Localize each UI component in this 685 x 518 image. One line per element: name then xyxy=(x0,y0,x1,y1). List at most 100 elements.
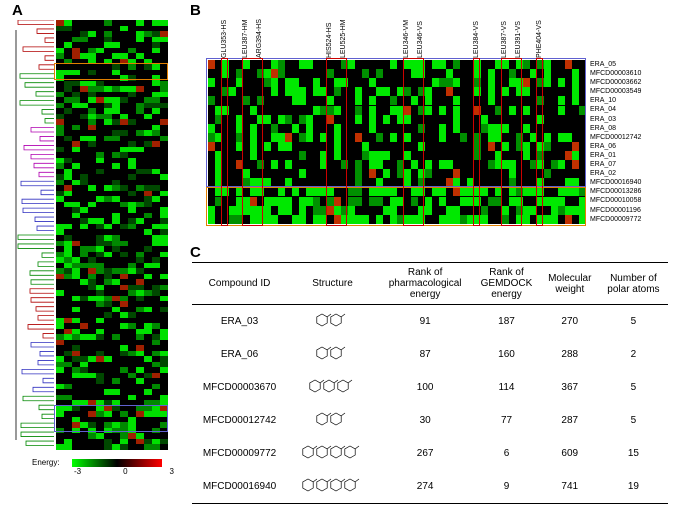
heat-cell xyxy=(112,196,120,202)
heat-cell xyxy=(80,334,88,340)
heat-cell xyxy=(120,274,128,280)
heat-cell xyxy=(120,367,128,373)
heatmap-b-wrap xyxy=(208,60,586,224)
heat-cell xyxy=(120,301,128,307)
heat-cell xyxy=(56,323,64,329)
heat-cell xyxy=(136,147,144,153)
heat-cell xyxy=(160,174,168,180)
heat-cell xyxy=(128,147,136,153)
panel-c-label: C xyxy=(190,244,201,261)
heat-cell xyxy=(136,130,144,136)
heat-cell xyxy=(72,213,80,219)
table-row: ERA_06871602882 xyxy=(192,338,668,371)
heat-cell xyxy=(128,351,136,357)
heat-cell xyxy=(128,119,136,125)
heat-cell xyxy=(152,263,160,269)
heat-cell xyxy=(136,108,144,114)
heat-cell xyxy=(120,185,128,191)
structure-glyph xyxy=(297,307,367,333)
heat-cell xyxy=(112,279,120,285)
heat-cell xyxy=(160,285,168,291)
cell-rank-gd: 187 xyxy=(472,305,540,339)
heat-cell xyxy=(72,81,80,87)
heat-cell xyxy=(104,312,112,318)
heat-cell xyxy=(56,229,64,235)
col-label: PHE404-VS xyxy=(536,20,543,58)
heat-cell xyxy=(112,42,120,48)
heat-cell xyxy=(128,163,136,169)
heat-cell xyxy=(72,53,80,59)
heat-cell xyxy=(136,169,144,175)
row-label: ERA_05 xyxy=(590,60,641,69)
heat-cell xyxy=(64,136,72,142)
cell-rank-gd: 114 xyxy=(472,371,540,404)
heat-cell xyxy=(144,274,152,280)
panel-a: Energy: -3 0 3 xyxy=(12,20,172,498)
heat-cell xyxy=(64,108,72,114)
heat-cell xyxy=(64,362,72,368)
heat-cell xyxy=(104,20,112,26)
cell-polar: 5 xyxy=(599,371,668,404)
heat-cell xyxy=(128,207,136,213)
cell-structure xyxy=(287,371,378,404)
panel-b-label: B xyxy=(190,2,201,19)
heat-cell xyxy=(160,191,168,197)
heat-cell xyxy=(96,268,104,274)
heat-cell xyxy=(160,252,168,258)
panel-c-table: Compound IDStructureRank ofpharmacologic… xyxy=(192,262,668,504)
heat-cell xyxy=(64,86,72,92)
cell-rank-gd: 77 xyxy=(472,404,540,437)
cell-mw: 741 xyxy=(541,470,599,504)
heat-cell xyxy=(56,241,64,247)
heat-cell xyxy=(160,241,168,247)
cell-rank-gd: 160 xyxy=(472,338,540,371)
col-label: HIS524-HS xyxy=(326,23,333,58)
heat-cell xyxy=(64,351,72,357)
structure-glyph xyxy=(297,406,367,432)
heat-cell xyxy=(56,103,64,109)
heat-cell xyxy=(128,92,136,98)
heat-cell xyxy=(64,158,72,164)
heat-cell xyxy=(56,92,64,98)
heat-cell xyxy=(152,224,160,230)
heat-cell xyxy=(56,53,64,59)
heat-cell xyxy=(72,37,80,43)
table-header: Compound ID xyxy=(192,263,287,305)
heat-cell xyxy=(72,103,80,109)
heat-cell xyxy=(120,97,128,103)
heat-cell xyxy=(80,207,88,213)
heat-cell xyxy=(72,318,80,324)
cell-structure xyxy=(287,404,378,437)
cell-polar: 5 xyxy=(599,305,668,339)
heat-cell xyxy=(136,367,144,373)
heat-cell xyxy=(72,180,80,186)
heat-cell xyxy=(128,174,136,180)
heat-cell xyxy=(136,439,144,445)
heat-cell xyxy=(88,125,96,131)
structure-glyph xyxy=(297,373,367,399)
cell-mw: 270 xyxy=(541,305,599,339)
table-row: MFCD000036701001143675 xyxy=(192,371,668,404)
col-labels: GLU353-HSLEU387-HMARG394-HSHIS524-HSLEU5… xyxy=(208,20,586,58)
row-label: MFCD00010058 xyxy=(590,196,641,205)
heat-cell xyxy=(152,108,160,114)
heat-cell xyxy=(56,196,64,202)
cell-id: MFCD00016940 xyxy=(192,470,287,504)
heat-cell xyxy=(80,53,88,59)
cluster-box-orange xyxy=(206,187,586,225)
heat-cell xyxy=(152,169,160,175)
heat-cell xyxy=(128,191,136,197)
heat-cell xyxy=(88,31,96,37)
heat-cell xyxy=(72,356,80,362)
heat-cell xyxy=(144,329,152,335)
cell-id: MFCD00003670 xyxy=(192,371,287,404)
heat-cell xyxy=(112,86,120,92)
column-highlight xyxy=(221,58,228,226)
heat-cell xyxy=(64,318,72,324)
heat-cell xyxy=(56,290,64,296)
heat-cell xyxy=(152,323,160,329)
row-label: ERA_04 xyxy=(590,105,641,114)
heat-cell xyxy=(128,48,136,54)
heat-cell xyxy=(112,136,120,142)
heat-cell xyxy=(80,180,88,186)
